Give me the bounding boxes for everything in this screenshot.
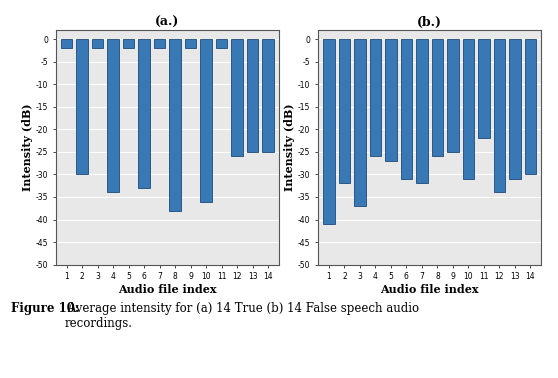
Bar xyxy=(369,39,381,156)
Bar xyxy=(431,39,443,156)
Bar xyxy=(123,39,134,48)
Text: Figure 10:: Figure 10: xyxy=(11,302,79,315)
Bar xyxy=(354,39,365,206)
Bar xyxy=(216,39,228,48)
Bar xyxy=(107,39,119,192)
Title: (a.): (a.) xyxy=(155,16,180,29)
Bar xyxy=(478,39,490,138)
Bar xyxy=(323,39,335,224)
Bar xyxy=(169,39,181,211)
Bar xyxy=(61,39,73,48)
Y-axis label: Intensity (dB): Intensity (dB) xyxy=(22,104,33,191)
Bar xyxy=(339,39,350,183)
X-axis label: Audio file index: Audio file index xyxy=(118,284,217,295)
Y-axis label: Intensity (dB): Intensity (dB) xyxy=(284,104,295,191)
Bar xyxy=(262,39,274,152)
Bar xyxy=(447,39,459,152)
Text: Average intensity for (a) 14 True (b) 14 False speech audio
recordings.: Average intensity for (a) 14 True (b) 14… xyxy=(64,302,419,330)
Title: (b.): (b.) xyxy=(417,16,442,29)
Bar xyxy=(401,39,412,179)
Bar xyxy=(525,39,536,175)
Bar xyxy=(92,39,103,48)
Bar xyxy=(185,39,196,48)
Bar xyxy=(154,39,166,48)
Bar xyxy=(138,39,150,188)
Bar xyxy=(385,39,397,161)
Bar xyxy=(200,39,212,201)
Bar xyxy=(494,39,505,192)
Bar xyxy=(509,39,521,179)
Bar xyxy=(463,39,474,179)
X-axis label: Audio file index: Audio file index xyxy=(381,284,479,295)
Bar xyxy=(416,39,428,183)
Bar xyxy=(76,39,88,175)
Bar xyxy=(232,39,243,156)
Bar xyxy=(247,39,258,152)
